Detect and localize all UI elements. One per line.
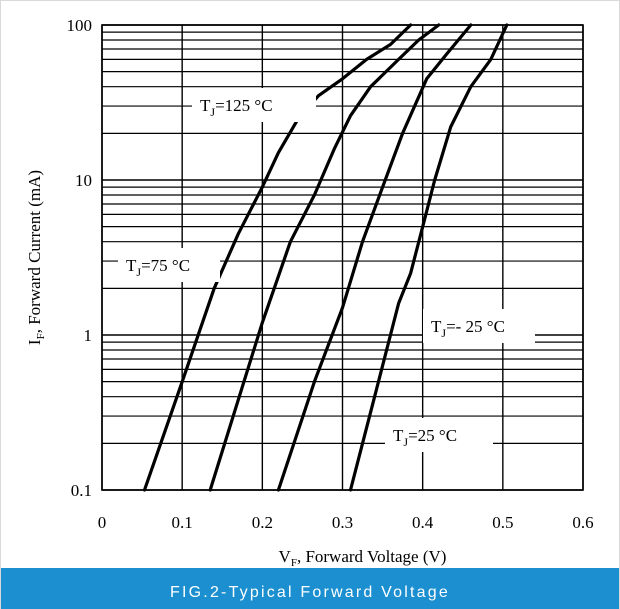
series-line [348,23,509,492]
curve-labels: TJ=125 °C TJ=75 °C TJ=- 25 °C TJ=25 °C [118,88,535,452]
figure-caption: FIG.2-Typical Forward Voltage [170,583,450,601]
series-label: TJ=75 °C [126,256,190,279]
x-tick-label: 0.5 [492,513,513,532]
series-label-bg [192,88,316,122]
plot-border [101,24,584,491]
series-line [208,23,441,492]
curves [142,23,509,492]
series-line [142,23,413,492]
forward-voltage-chart: TJ=125 °C TJ=75 °C TJ=- 25 °C TJ=25 °C 0 0.1… [25,16,594,569]
y-tick-label: 100 [67,16,93,35]
y-tick-label: 10 [75,171,92,190]
series-label-bg [385,418,493,452]
series-label: TJ=- 25 °C [431,317,505,340]
series-line [276,23,473,492]
axis-titles: VF, Forward Voltage (V) IF, Forward Curre… [25,170,446,569]
x-tick-label: 0.2 [252,513,273,532]
x-tick-label: 0.3 [332,513,353,532]
series-label: TJ=25 °C [393,426,457,449]
x-tick-label: 0.6 [572,513,593,532]
y-tick-label: 1 [84,326,93,345]
y-tick-label: 0.1 [71,481,92,500]
x-tick-label: 0.4 [412,513,434,532]
series-label-bg [118,248,220,282]
series-label: TJ=125 °C [200,96,273,119]
series-label-bg [423,309,535,343]
figure-caption-bar: FIG.2-Typical Forward Voltage [1,568,619,609]
x-tick-label: 0.1 [172,513,193,532]
x-tick-label: 0 [98,513,107,532]
y-axis-title: IF, Forward Current (mA) [25,170,47,345]
tick-labels: 0 0.1 0.2 0.3 0.4 0.5 0.6 0.1 1 10 100 [67,16,594,532]
x-axis-title: VF, Forward Voltage (V) [279,547,447,569]
